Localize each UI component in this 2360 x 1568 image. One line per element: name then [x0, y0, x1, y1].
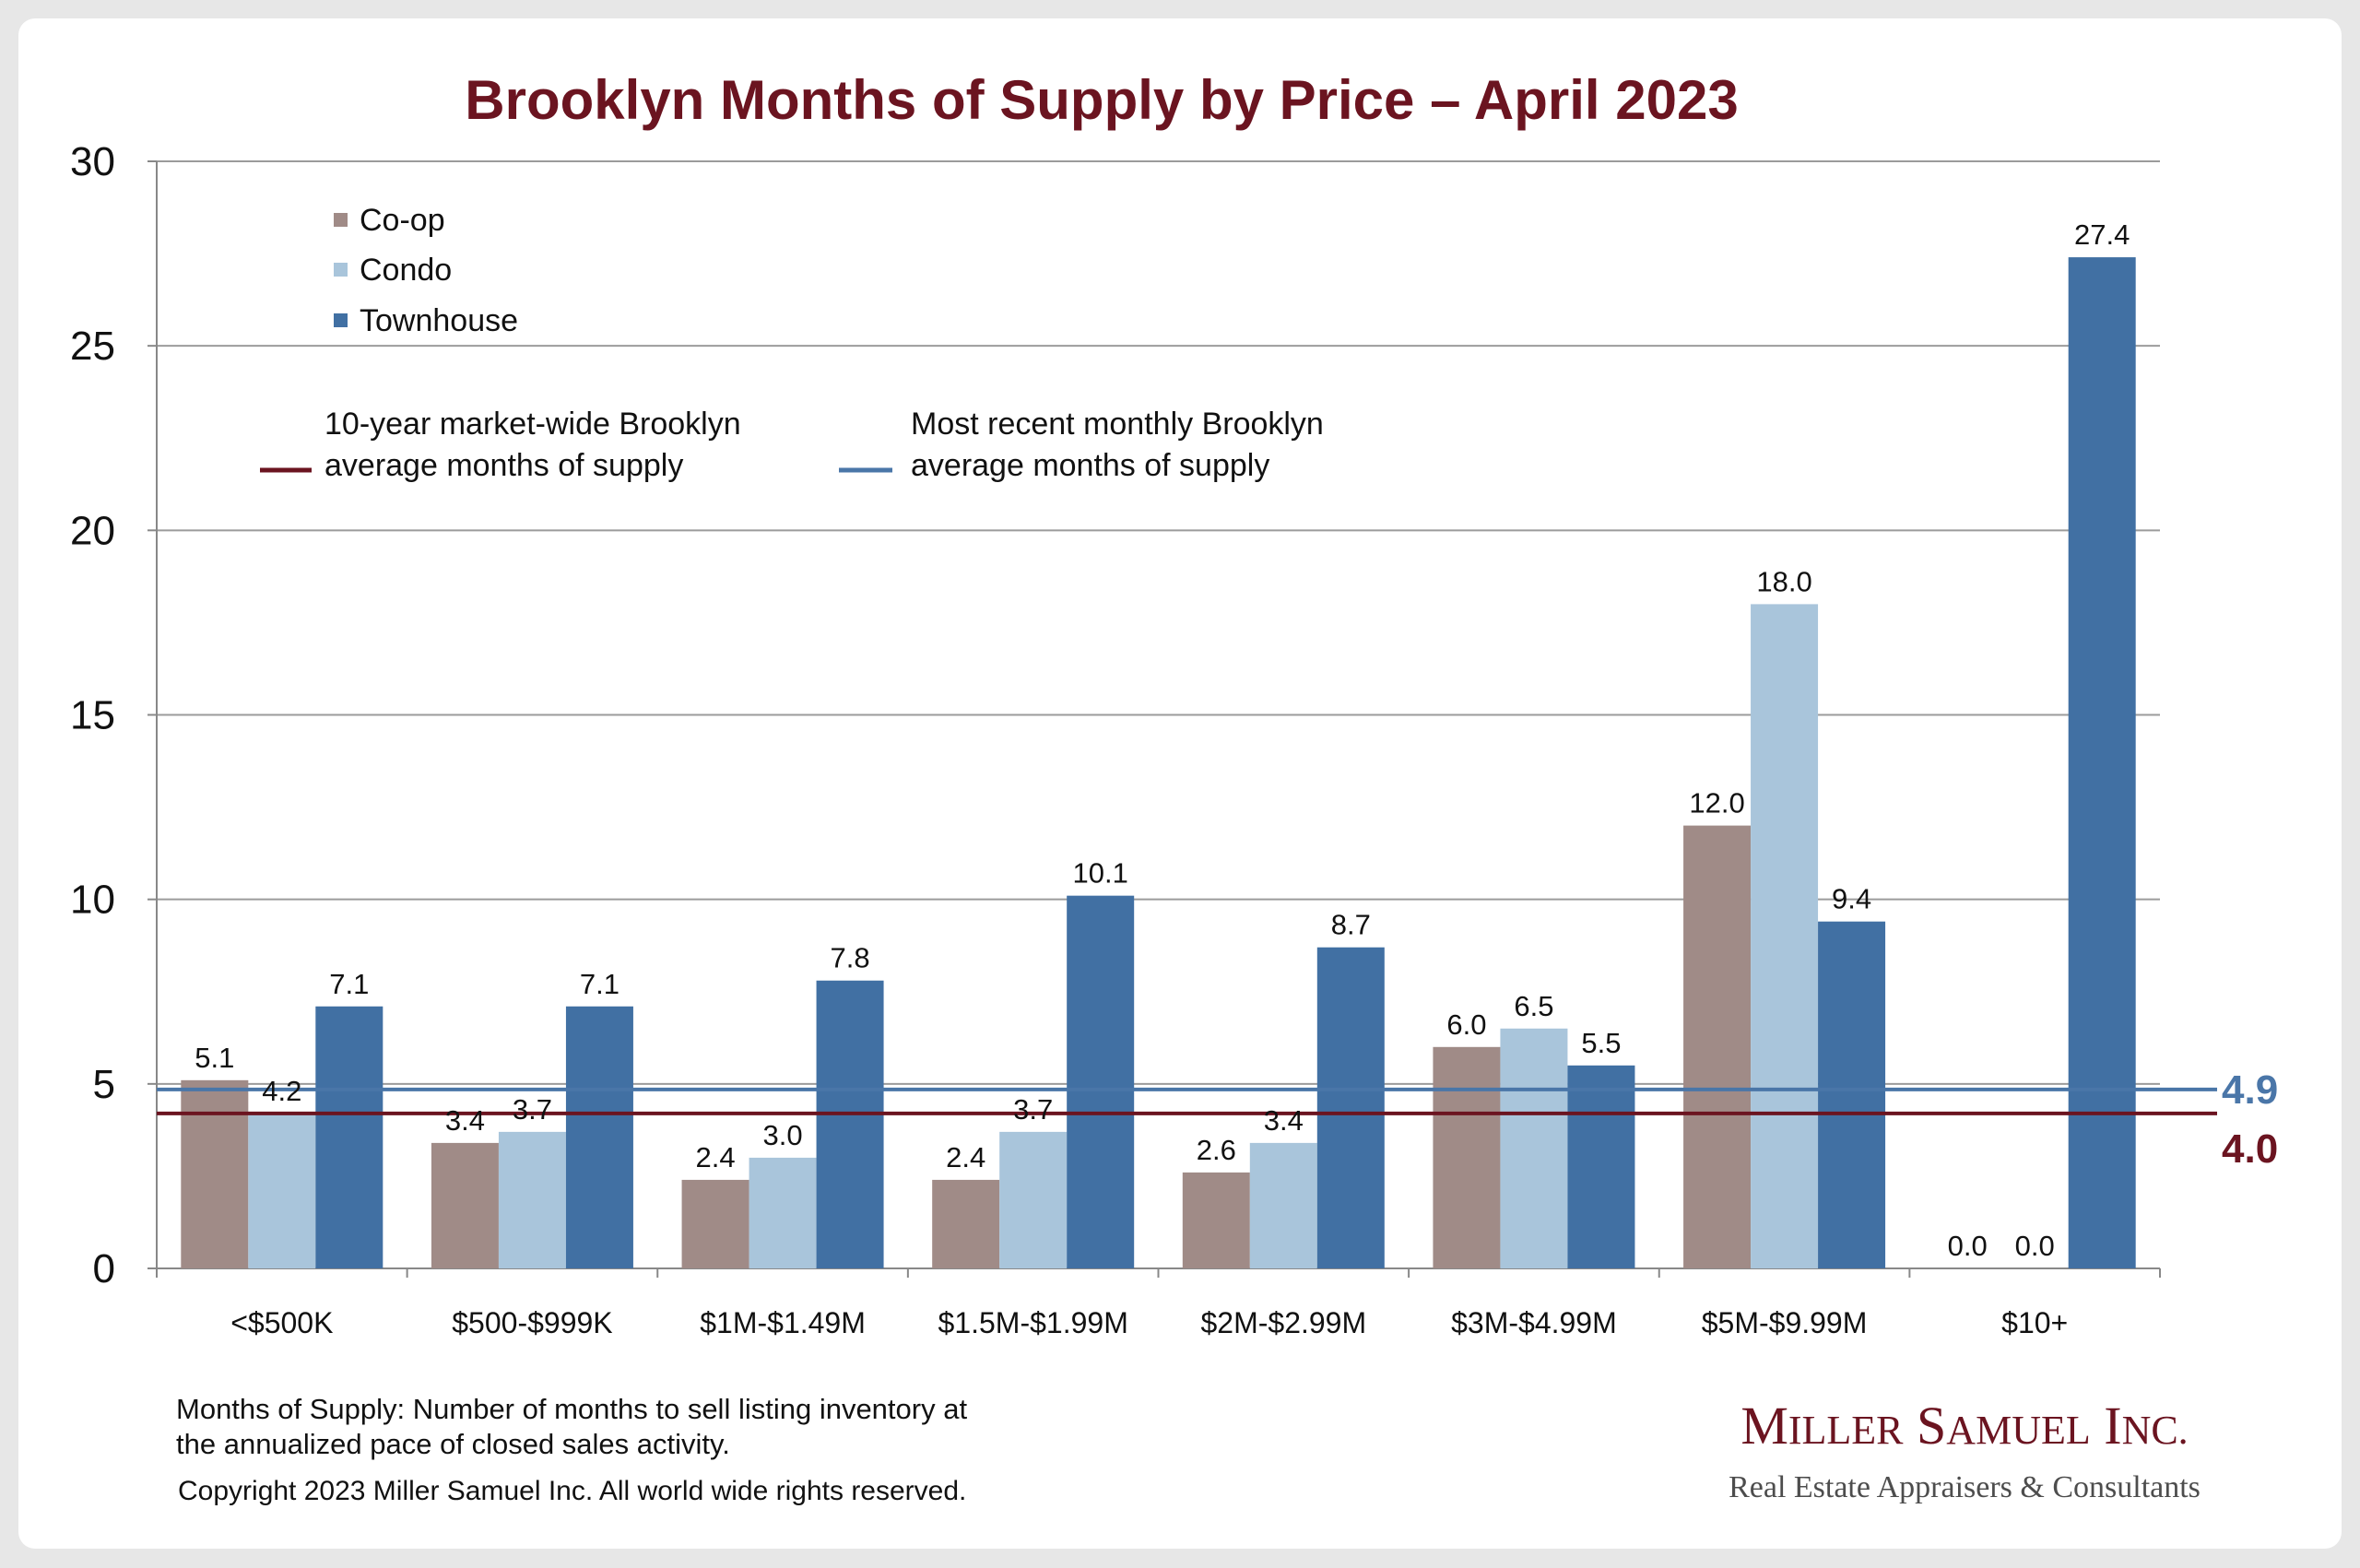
footnote-line-2: the annualized pace of closed sales acti… — [176, 1428, 730, 1460]
bar-townhouse — [1067, 895, 1135, 1268]
data-label: 10.1 — [1073, 857, 1128, 890]
x-tick-label: $5M-$9.99M — [1702, 1306, 1868, 1339]
bar-co-op — [431, 1142, 499, 1268]
x-tick-label: $2M-$2.99M — [1200, 1306, 1366, 1339]
y-tick-label: 20 — [70, 508, 115, 553]
data-label: 27.4 — [2074, 218, 2130, 251]
legend-label: average months of supply — [911, 448, 1269, 483]
y-tick-label: 30 — [70, 139, 115, 184]
bar-townhouse — [315, 1006, 384, 1268]
x-tick-label: $500-$999K — [452, 1306, 612, 1339]
x-tick-label: $1M-$1.49M — [700, 1306, 866, 1339]
data-label: 0.0 — [2015, 1230, 2055, 1262]
bar-condo — [248, 1113, 316, 1268]
bar-condo — [498, 1131, 566, 1268]
data-label: 2.6 — [1197, 1134, 1236, 1166]
chart-svg: Brooklyn Months of Supply by Price – Apr… — [70, 69, 2278, 1506]
data-label: 12.0 — [1689, 787, 1744, 819]
logo-tagline: Real Estate Appraisers & Consultants — [1729, 1470, 2201, 1504]
y-tick-label: 25 — [70, 324, 115, 369]
x-tick-label: $1.5M-$1.99M — [938, 1306, 1128, 1339]
bar-co-op — [1182, 1172, 1250, 1268]
bar-condo — [1249, 1142, 1317, 1268]
data-label: 0.0 — [1948, 1230, 1988, 1262]
data-label: 7.8 — [831, 942, 870, 974]
legend: Co-op Condo Townhouse 10-year market-wide B… — [260, 203, 1324, 483]
logo-name: MILLER SAMUEL INC. — [1740, 1396, 2188, 1456]
y-tick-label: 15 — [70, 693, 115, 738]
data-label: 4.2 — [262, 1075, 301, 1107]
bar-townhouse — [1567, 1065, 1635, 1268]
bar-townhouse — [1316, 947, 1385, 1268]
legend-label: Condo — [360, 253, 452, 288]
data-label: 7.1 — [329, 968, 369, 1000]
legend-swatch — [334, 313, 348, 327]
legend-label: 10-year market-wide Brooklyn — [324, 407, 741, 442]
data-label: 8.7 — [1331, 909, 1371, 941]
data-label: 5.5 — [1581, 1027, 1621, 1059]
copyright-text: Copyright 2023 Miller Samuel Inc. All wo… — [178, 1476, 966, 1506]
bar-co-op — [681, 1179, 749, 1268]
legend-label: Townhouse — [360, 303, 518, 338]
data-label: 7.1 — [580, 968, 620, 1000]
data-label: 6.0 — [1446, 1008, 1486, 1041]
data-labels: 5.1 3.4 2.4 2.4 2.6 6.0 12.0 0.0 4.2 3.7 3.0 3.7 3.4… — [195, 218, 2130, 1262]
footnote-line-1: Months of Supply: Number of months to se… — [176, 1393, 967, 1425]
bar-townhouse — [1818, 921, 1886, 1268]
data-label: 9.4 — [1832, 883, 1871, 915]
data-label: 3.0 — [763, 1119, 803, 1151]
axes: 0 5 10 15 20 25 30 <$500K $500-$999K $1M-$1.49M $1… — [70, 139, 2161, 1339]
footnote: Months of Supply: Number of months to se… — [176, 1393, 967, 1506]
data-label: 3.4 — [1264, 1104, 1304, 1137]
bar-condo — [1500, 1028, 1568, 1268]
chart-card: Brooklyn Months of Supply by Price – Apr… — [18, 18, 2342, 1549]
y-tick-label: 10 — [70, 878, 115, 923]
company-logo: MILLER SAMUEL INC. Real Estate Appraiser… — [1729, 1396, 2201, 1504]
bar-co-op — [1433, 1046, 1501, 1268]
bar-co-op — [1683, 825, 1752, 1268]
legend-label: Co-op — [360, 203, 445, 238]
chart-title: Brooklyn Months of Supply by Price – Apr… — [465, 69, 1738, 131]
data-label: 6.5 — [1514, 990, 1553, 1022]
bar-co-op — [932, 1179, 1000, 1268]
bar-condo — [1751, 604, 1819, 1268]
data-label: 2.4 — [946, 1141, 985, 1173]
bar-townhouse — [565, 1006, 633, 1268]
y-tick-label: 0 — [93, 1246, 115, 1291]
legend-label: average months of supply — [324, 448, 683, 483]
data-label: 3.4 — [445, 1104, 485, 1137]
bar-townhouse — [2068, 257, 2136, 1268]
x-tick-label: $3M-$4.99M — [1451, 1306, 1617, 1339]
legend-label: Most recent monthly Brooklyn — [911, 407, 1324, 442]
reference-line-label: 4.0 — [2222, 1126, 2278, 1172]
data-label: 2.4 — [696, 1141, 736, 1173]
x-tick-label: <$500K — [230, 1306, 333, 1339]
reference-line-label: 4.9 — [2222, 1067, 2278, 1113]
bar-condo — [749, 1157, 817, 1268]
legend-swatch — [334, 213, 348, 227]
bars — [181, 257, 2136, 1268]
data-label: 3.7 — [513, 1093, 552, 1126]
x-tick-label: $10+ — [2001, 1306, 2068, 1339]
data-label: 3.7 — [1013, 1093, 1053, 1126]
data-label: 5.1 — [195, 1042, 234, 1074]
y-tick-label: 5 — [93, 1062, 115, 1107]
data-label: 18.0 — [1756, 565, 1811, 597]
bar-co-op — [181, 1079, 249, 1268]
reference-lines: 4.04.9 — [157, 1067, 2278, 1172]
bar-condo — [999, 1131, 1068, 1268]
legend-swatch — [334, 263, 348, 277]
bar-townhouse — [816, 980, 884, 1268]
